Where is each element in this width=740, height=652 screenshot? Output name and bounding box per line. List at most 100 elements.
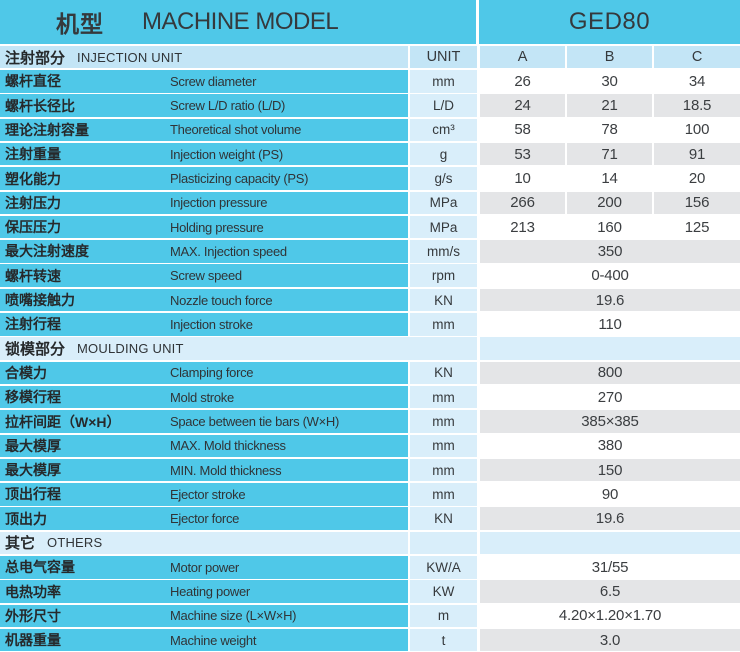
unit-cell: MPa xyxy=(410,215,477,239)
section-header-moulding: 锁模部分 MOULDING UNIT xyxy=(0,337,740,360)
spec-row-holding-pressure: 保压压力 Holding pressure MPa 213 160 125 xyxy=(0,215,740,239)
unit-cell: KW/A xyxy=(410,556,477,579)
row-label: 注射压力 Injection pressure xyxy=(0,191,408,215)
spec-row-screw-speed: 螺杆转速 Screw speed rpm 0-400 xyxy=(0,264,740,287)
value-c: 100 xyxy=(654,118,740,142)
row-label-en: Mold stroke xyxy=(170,389,234,405)
row-label-cn: 注射压力 xyxy=(5,194,61,211)
section-title-cn: 注射部分 xyxy=(5,49,66,67)
row-label: 电热功率 Heating power xyxy=(0,580,408,603)
spec-row-motor-power: 总电气容量 Motor power KW/A 31/55 xyxy=(0,556,740,579)
value-b: 30 xyxy=(567,70,652,93)
row-label-cn: 理论注射容量 xyxy=(5,121,89,138)
value-c: 125 xyxy=(654,215,740,239)
unit-cell: KN xyxy=(410,361,477,385)
row-label-en: Space between tie bars (W×H) xyxy=(170,414,339,429)
row-label-en: Machine size (L×W×H) xyxy=(170,608,297,624)
row-label-cn: 最大注射速度 xyxy=(5,243,89,260)
row-label: 喷嘴接触力 Nozzle touch force xyxy=(0,288,408,312)
row-label-en: Injection pressure xyxy=(170,195,268,211)
value-span: 31/55 xyxy=(480,556,740,579)
row-label-cn: 塑化能力 xyxy=(5,170,61,187)
value-span: 19.6 xyxy=(480,507,740,530)
value-a: 10 xyxy=(480,167,565,190)
value-a: 58 xyxy=(480,118,565,142)
value-span: 385×385 xyxy=(480,410,740,433)
value-b: 71 xyxy=(567,142,652,166)
unit-cell: rpm xyxy=(410,264,477,287)
unit-cell: mm xyxy=(410,70,477,93)
column-header-a: A xyxy=(480,45,565,69)
unit-cell: MPa xyxy=(410,191,477,215)
row-label: 螺杆长径比 Screw L/D ratio (L/D) xyxy=(0,94,408,117)
row-label-en: Ejector force xyxy=(170,511,240,527)
row-label: 注射行程 Injection stroke xyxy=(0,313,408,336)
value-c: 91 xyxy=(654,142,740,166)
row-label: 总电气容量 Motor power xyxy=(0,556,408,579)
model-name-cell: GED80 xyxy=(479,0,740,44)
row-label-en: Ejector stroke xyxy=(170,486,246,502)
value-c: 18.5 xyxy=(654,94,740,117)
unit-cell: mm xyxy=(410,410,477,433)
section-title-cell: 其它 OTHERS xyxy=(0,531,408,555)
spec-row-shot-volume: 理论注射容量 Theoretical shot volume cm³ 58 78… xyxy=(0,118,740,142)
row-label: 最大注射速度 MAX. Injection speed xyxy=(0,240,408,263)
unit-cell: mm xyxy=(410,313,477,336)
spec-row-max-mold-thickness: 最大模厚 MAX. Mold thickness mm 380 xyxy=(0,434,740,458)
row-label-en: Heating power xyxy=(170,584,250,600)
value-span: 380 xyxy=(480,434,740,458)
section-title-cn: 锁模部分 xyxy=(5,341,66,359)
row-label: 移模行程 Mold stroke xyxy=(0,385,408,409)
spec-row-ejector-stroke: 顶出行程 Ejector stroke mm 90 xyxy=(0,483,740,506)
row-label-cn: 螺杆转速 xyxy=(5,267,61,284)
value-span: 90 xyxy=(480,483,740,506)
section-title-cell: 锁模部分 MOULDING UNIT xyxy=(0,337,477,360)
unit-cell: KN xyxy=(410,507,477,530)
row-label-cn: 喷嘴接触力 xyxy=(5,292,75,309)
unit-cell: mm xyxy=(410,483,477,506)
row-label-en: Nozzle touch force xyxy=(170,292,273,308)
spec-row-plasticizing: 塑化能力 Plasticizing capacity (PS) g/s 10 1… xyxy=(0,167,740,190)
row-label-en: MAX. Injection speed xyxy=(170,243,287,259)
value-a: 213 xyxy=(480,215,565,239)
row-label: 外形尺寸 Machine size (L×W×H) xyxy=(0,604,408,628)
row-label-cn: 总电气容量 xyxy=(5,559,75,576)
value-span: 19.6 xyxy=(480,288,740,312)
row-label-cn: 合模力 xyxy=(5,364,47,381)
row-label-cn: 注射重量 xyxy=(5,146,61,163)
value-a: 24 xyxy=(480,94,565,117)
section-title-en: MOULDING UNIT xyxy=(77,341,184,357)
value-span: 3.0 xyxy=(480,628,740,652)
row-label-cn: 顶出行程 xyxy=(5,486,61,503)
unit-cell: mm xyxy=(410,458,477,482)
value-span: 350 xyxy=(480,240,740,263)
row-label: 塑化能力 Plasticizing capacity (PS) xyxy=(0,167,408,190)
value-c: 20 xyxy=(654,167,740,190)
row-label: 最大模厚 MAX. Mold thickness xyxy=(0,434,408,458)
spec-row-ld-ratio: 螺杆长径比 Screw L/D ratio (L/D) L/D 24 21 18… xyxy=(0,94,740,117)
value-span: 270 xyxy=(480,385,740,409)
value-a: 266 xyxy=(480,191,565,215)
section-title-cn: 其它 xyxy=(5,535,36,553)
unit-cell: KN xyxy=(410,288,477,312)
unit-cell: g/s xyxy=(410,167,477,190)
row-label-cn: 移模行程 xyxy=(5,389,61,406)
value-b: 160 xyxy=(567,215,652,239)
spec-row-min-mold-thickness: 最大模厚 MIN. Mold thickness mm 150 xyxy=(0,458,740,482)
value-span: 800 xyxy=(480,361,740,385)
row-label-en: Theoretical shot volume xyxy=(170,122,302,138)
row-label: 合模力 Clamping force xyxy=(0,361,408,385)
column-header-c: C xyxy=(654,45,740,69)
spec-row-nozzle-touch-force: 喷嘴接触力 Nozzle touch force KN 19.6 xyxy=(0,288,740,312)
machine-model-label-en: MACHINE MODEL xyxy=(142,8,339,35)
unit-cell: L/D xyxy=(410,94,477,117)
row-label-en: Plasticizing capacity (PS) xyxy=(170,171,309,187)
spec-row-ejector-force: 顶出力 Ejector force KN 19.6 xyxy=(0,507,740,530)
row-label-en: Screw L/D ratio (L/D) xyxy=(170,98,286,114)
row-label-cn: 顶出力 xyxy=(5,510,47,527)
row-label-cn: 注射行程 xyxy=(5,316,61,333)
value-c: 156 xyxy=(654,191,740,215)
section-header-others: 其它 OTHERS xyxy=(0,531,740,555)
spec-row-injection-pressure: 注射压力 Injection pressure MPa 266 200 156 xyxy=(0,191,740,215)
